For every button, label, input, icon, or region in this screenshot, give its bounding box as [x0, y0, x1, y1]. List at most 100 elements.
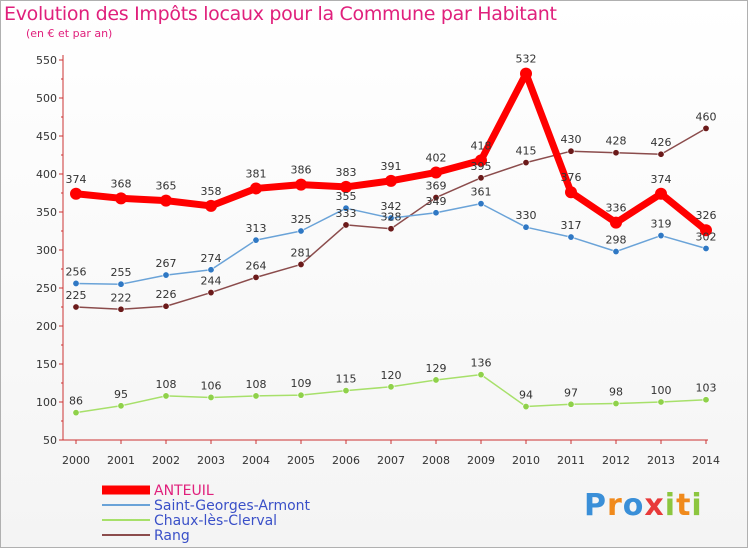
data-point	[432, 376, 440, 384]
data-label: 383	[336, 166, 357, 179]
data-point	[520, 67, 532, 80]
series-markers	[70, 67, 712, 417]
data-point	[432, 209, 440, 217]
data-label: 342	[381, 200, 402, 213]
data-point	[160, 194, 172, 207]
data-label: 326	[696, 209, 717, 222]
data-label: 418	[471, 139, 492, 152]
x-tick-label: 2008	[422, 454, 450, 467]
logo-letter: i	[664, 488, 677, 523]
data-point	[657, 398, 665, 406]
data-label: 115	[336, 373, 357, 386]
data-label: 330	[516, 209, 537, 222]
logo-letter: t	[676, 488, 692, 523]
data-label: 395	[471, 160, 492, 173]
data-label: 317	[561, 219, 582, 232]
data-label: 86	[69, 395, 83, 408]
data-label: 281	[291, 246, 312, 259]
y-tick-label: 150	[36, 358, 57, 371]
data-point	[70, 187, 82, 200]
y-tick-label: 550	[36, 54, 57, 67]
data-labels: 225 222 226 244 264 281 333 328 369 395 415 430 428 4…	[66, 53, 717, 408]
data-point	[702, 244, 710, 252]
data-label: 267	[156, 257, 177, 270]
legend-label: Rang	[154, 528, 190, 544]
data-label: 302	[696, 230, 717, 243]
y-tick-label: 100	[36, 396, 57, 409]
data-point	[297, 391, 305, 399]
data-label: 103	[696, 382, 717, 395]
data-point	[342, 387, 350, 395]
data-point	[475, 154, 487, 167]
data-point	[610, 216, 622, 229]
data-label: 349	[426, 195, 447, 208]
x-tick-label: 2001	[107, 454, 135, 467]
y-tick-label: 400	[36, 168, 57, 181]
y-tick-label: 500	[36, 92, 57, 105]
data-point	[205, 199, 217, 212]
data-point	[522, 403, 530, 411]
data-label: 336	[606, 202, 627, 215]
data-label: 109	[291, 377, 312, 390]
x-tick-label: 2006	[332, 454, 360, 467]
data-point	[252, 236, 260, 244]
data-label: 532	[516, 53, 537, 66]
data-point	[522, 223, 530, 231]
data-label: 376	[561, 171, 582, 184]
data-label: 402	[426, 151, 447, 164]
data-label: 298	[606, 234, 627, 247]
data-point	[117, 402, 125, 410]
proxiti-logo: Proxiti	[584, 488, 703, 523]
data-point	[72, 303, 80, 311]
x-tick-label: 2004	[242, 454, 270, 467]
data-point	[342, 221, 350, 229]
legend-label: Saint-Georges-Armont	[154, 498, 311, 514]
data-label: 264	[246, 259, 267, 272]
data-point	[252, 392, 260, 400]
data-label: 106	[201, 379, 222, 392]
logo-letter: x	[644, 488, 665, 523]
data-point	[567, 400, 575, 408]
data-label: 94	[519, 389, 533, 402]
x-tick-label: 2014	[692, 454, 720, 467]
data-label: 97	[564, 386, 578, 399]
chart-subtitle: (en € et par an)	[26, 27, 113, 40]
data-point	[162, 392, 170, 400]
data-label: 374	[651, 173, 672, 186]
x-tick-label: 2013	[647, 454, 675, 467]
data-point	[250, 182, 262, 195]
data-point	[387, 383, 395, 391]
data-point	[657, 232, 665, 240]
data-point	[297, 260, 305, 268]
data-point	[430, 166, 442, 179]
data-label: 426	[651, 136, 672, 149]
data-point	[117, 280, 125, 288]
data-point	[162, 302, 170, 310]
data-point	[702, 124, 710, 132]
data-point	[207, 266, 215, 274]
data-label: 313	[246, 222, 267, 235]
y-tick-label: 450	[36, 130, 57, 143]
logo-letter: o	[622, 488, 645, 523]
data-point	[295, 178, 307, 191]
data-label: 108	[246, 378, 267, 391]
data-point	[655, 187, 667, 200]
data-label: 226	[156, 288, 177, 301]
data-point	[657, 150, 665, 158]
x-tick-label: 2011	[557, 454, 585, 467]
data-label: 374	[66, 173, 87, 186]
data-label: 386	[291, 164, 312, 177]
data-point	[297, 227, 305, 235]
data-point	[162, 271, 170, 279]
x-tick-label: 2007	[377, 454, 405, 467]
data-point	[385, 174, 397, 187]
y-tick-label: 250	[36, 282, 57, 295]
data-label: 428	[606, 135, 627, 148]
data-label: 136	[471, 357, 492, 370]
data-label: 225	[66, 289, 87, 302]
data-point	[207, 393, 215, 401]
legend-label: ANTEUIL	[154, 483, 214, 499]
y-tick-label: 50	[43, 434, 57, 447]
x-tick-label: 2003	[197, 454, 225, 467]
